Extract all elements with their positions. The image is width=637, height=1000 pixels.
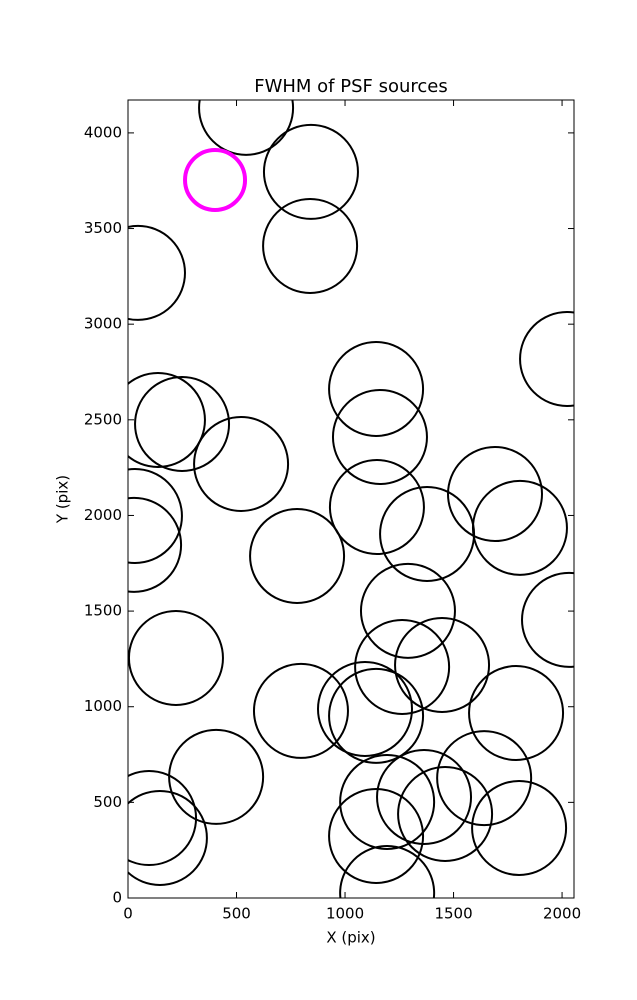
source-circle	[262, 123, 359, 220]
plot-frame	[127, 99, 575, 899]
source-circle	[436, 730, 533, 827]
y-tick-label: 0	[112, 889, 122, 907]
y-tick-label: 2000	[84, 506, 122, 524]
source-circle	[316, 661, 413, 758]
y-tick-label: 2500	[84, 410, 122, 428]
plot-area	[128, 100, 574, 898]
source-circle	[331, 389, 428, 486]
source-circle	[519, 311, 574, 407]
source-circle	[376, 749, 473, 846]
source-circle	[198, 100, 295, 156]
source-circle	[128, 609, 224, 706]
source-circle	[328, 667, 425, 764]
source-circle	[521, 571, 574, 668]
source-circle	[379, 486, 476, 583]
source-circle	[354, 618, 451, 715]
source-circle	[447, 446, 544, 543]
source-circle	[168, 728, 265, 825]
source-circle	[193, 415, 290, 512]
y-tick-label: 3000	[84, 315, 122, 333]
source-circle	[339, 845, 436, 898]
y-tick-label: 4000	[84, 123, 122, 141]
y-tick-label: 1000	[84, 697, 122, 715]
source-circle	[128, 224, 186, 321]
source-circle	[328, 788, 425, 885]
source-circle	[128, 496, 183, 593]
source-circle	[128, 468, 183, 565]
x-tick-label: 500	[222, 905, 251, 923]
source-circle	[328, 459, 425, 556]
x-tick-label: 1000	[326, 905, 364, 923]
source-circle	[328, 341, 425, 438]
source-circle	[252, 662, 349, 759]
y-tick-label: 1500	[84, 602, 122, 620]
y-axis-label: Y (pix)	[54, 475, 72, 524]
source-circle	[468, 665, 565, 762]
source-circle	[262, 197, 359, 294]
source-circle	[397, 766, 494, 863]
chart-title: FWHM of PSF sources	[254, 76, 448, 97]
source-circle	[339, 753, 436, 850]
x-axis-label: X (pix)	[326, 929, 375, 947]
x-tick-label: 0	[123, 905, 133, 923]
source-circle	[128, 372, 206, 468]
source-circle	[183, 147, 248, 212]
source-circle	[128, 789, 208, 886]
source-circle	[359, 562, 456, 659]
y-tick-label: 3500	[84, 219, 122, 237]
x-tick-label: 1500	[434, 905, 472, 923]
y-tick-label: 500	[93, 793, 122, 811]
source-circle	[471, 779, 568, 876]
source-circle	[394, 617, 491, 714]
source-circle	[134, 376, 231, 473]
source-circle	[471, 479, 568, 576]
source-circle	[249, 508, 346, 604]
x-tick-label: 2000	[543, 905, 581, 923]
source-circle	[128, 770, 198, 867]
